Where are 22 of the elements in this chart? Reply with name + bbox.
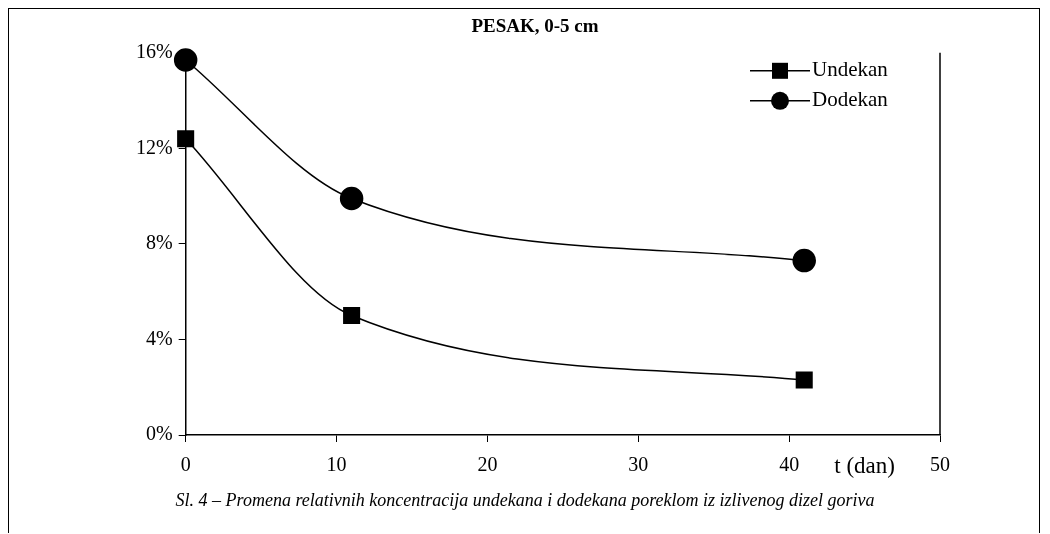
point: [339, 186, 364, 211]
point: [177, 130, 195, 148]
legend-label: Undekan: [812, 57, 889, 82]
x-tick-label: 40: [779, 453, 800, 476]
x-tick-label: 20: [477, 453, 498, 476]
y-tick-label: 0%: [145, 422, 173, 445]
point: [173, 48, 198, 72]
x-tick-label: 50: [930, 453, 950, 476]
text: Sl. 4 – Promena relativnih koncentracija undekana i dodekana poreklom iz izlivenog dizel goriva: [174, 490, 876, 511]
x-tick-label: 30: [628, 453, 649, 476]
legend-label: Dodekan: [812, 87, 889, 112]
y-tick-label: 8%: [145, 231, 173, 254]
y-tick-label: 12%: [135, 135, 173, 158]
point: [792, 248, 816, 273]
point: [795, 371, 813, 389]
x-tick-label: 10: [326, 453, 347, 476]
y-tick-label: 4%: [145, 326, 173, 349]
point: [343, 307, 361, 325]
chart-title: PESAK, 0-5 cm: [471, 15, 599, 37]
y-tick-label: 16%: [135, 40, 173, 63]
x-axis-title: t (dan): [834, 452, 895, 478]
x-tick-label: 0: [180, 453, 191, 476]
